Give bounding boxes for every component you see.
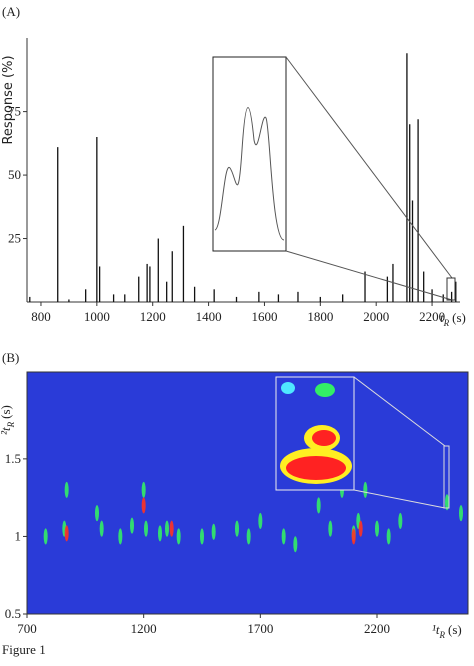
x-axis-label: tR (s) bbox=[440, 310, 466, 328]
spot bbox=[459, 505, 463, 522]
x-tick-label: 700 bbox=[17, 621, 37, 636]
x-tick-label: 1400 bbox=[196, 309, 222, 324]
spot bbox=[130, 517, 134, 534]
spot bbox=[158, 525, 162, 542]
spot bbox=[176, 528, 181, 545]
x-axis-label-sub: R bbox=[439, 630, 446, 640]
x-tick-label: 1800 bbox=[307, 309, 333, 324]
spot bbox=[258, 512, 263, 529]
inset-box bbox=[212, 56, 287, 252]
y-tick-label: 75 bbox=[8, 104, 21, 119]
inset-blob bbox=[315, 383, 335, 397]
spot bbox=[281, 528, 286, 545]
x-axis-label-unit: (s) bbox=[452, 310, 466, 325]
spot bbox=[375, 520, 379, 537]
spot bbox=[95, 505, 99, 522]
spot bbox=[141, 481, 146, 498]
y-tick-label: 50 bbox=[8, 167, 21, 182]
x-axis-label-main: t bbox=[440, 310, 444, 325]
heatmap-background bbox=[27, 372, 468, 614]
spot bbox=[246, 528, 251, 545]
x-tick-label: 2000 bbox=[363, 309, 389, 324]
x-tick-label: 1200 bbox=[131, 621, 157, 636]
y-axis-label-unit: (s) bbox=[0, 405, 13, 419]
x-tick-label: 2200 bbox=[364, 621, 390, 636]
x-tick-label: 1700 bbox=[247, 621, 273, 636]
spot bbox=[64, 525, 69, 542]
spot bbox=[141, 497, 146, 514]
spot bbox=[43, 528, 48, 545]
caption: Figure 1 bbox=[2, 642, 46, 657]
spot bbox=[358, 520, 363, 537]
y-tick-label: 1 bbox=[15, 528, 22, 543]
x-axis-label-unit: (s) bbox=[448, 622, 462, 637]
inset-curve bbox=[214, 107, 285, 241]
panel-label: (A) bbox=[2, 4, 20, 19]
inset-blob bbox=[281, 382, 295, 394]
x-tick-label: 1200 bbox=[140, 309, 166, 324]
spot bbox=[165, 520, 169, 537]
spot bbox=[211, 523, 216, 540]
spot bbox=[144, 520, 148, 537]
zoom-line bbox=[285, 56, 453, 279]
spot bbox=[169, 520, 174, 537]
panel-label: (B) bbox=[2, 350, 19, 365]
spot bbox=[118, 528, 123, 545]
x-tick-label: 800 bbox=[31, 309, 51, 324]
spot bbox=[99, 520, 104, 537]
x-tick-label: 1000 bbox=[84, 309, 110, 324]
inset-blob bbox=[286, 456, 346, 480]
zoom-region bbox=[443, 445, 450, 509]
x-axis-label: ¹tR (s) bbox=[432, 622, 462, 640]
spot bbox=[316, 497, 321, 514]
y-tick-label: 1.5 bbox=[5, 451, 21, 466]
y-axis-label-sub: R bbox=[6, 421, 16, 428]
zoom-line bbox=[353, 489, 446, 509]
x-tick-label: 2200 bbox=[419, 309, 445, 324]
spot bbox=[235, 520, 239, 537]
y-axis-label: ²tR (s) bbox=[0, 405, 16, 435]
x-axis-label-sub: R bbox=[443, 318, 450, 328]
y-axis-label-main: ²t bbox=[0, 427, 13, 435]
zoom-line bbox=[353, 376, 446, 447]
spot bbox=[293, 536, 298, 553]
spot bbox=[445, 494, 449, 511]
x-tick-label: 1600 bbox=[251, 309, 277, 324]
spot bbox=[200, 528, 204, 545]
spot bbox=[398, 512, 403, 529]
y-axis-label: Response (%) bbox=[1, 55, 16, 144]
spot bbox=[64, 481, 69, 498]
y-tick-label: 25 bbox=[8, 231, 21, 246]
zoom-region bbox=[446, 277, 456, 301]
zoom-line bbox=[285, 250, 453, 301]
x-axis-label-main: ¹t bbox=[432, 622, 440, 637]
spot bbox=[328, 520, 333, 537]
spot bbox=[351, 528, 356, 545]
y-tick-label: 0.5 bbox=[5, 606, 21, 621]
spot bbox=[386, 528, 391, 545]
spot bbox=[363, 481, 368, 498]
inset-blob bbox=[312, 430, 336, 446]
plot-frame bbox=[26, 371, 469, 615]
